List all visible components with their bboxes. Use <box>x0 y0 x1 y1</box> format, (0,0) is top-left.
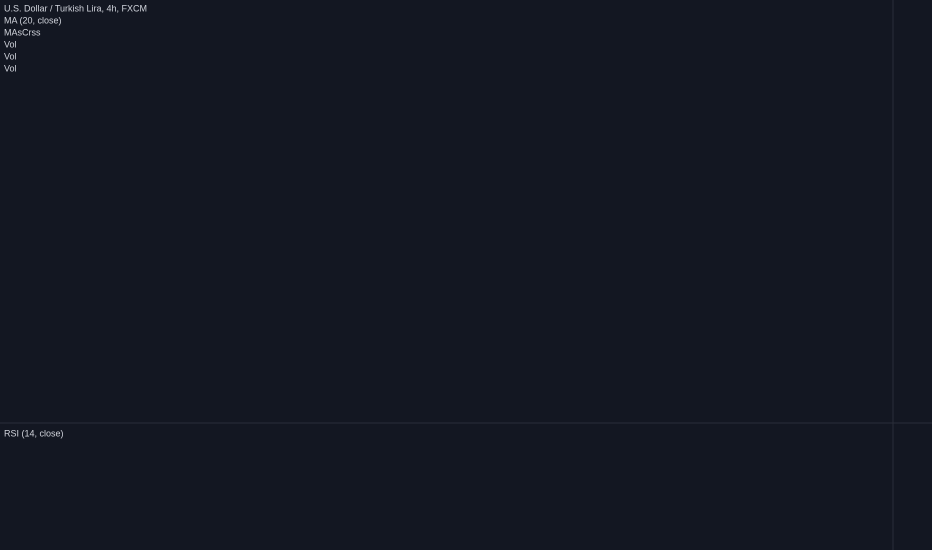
indicator: Vol <box>4 39 17 49</box>
indicator: Vol <box>4 63 17 73</box>
chart-title: U.S. Dollar / Turkish Lira, 4h, FXCM <box>4 3 147 13</box>
indicator: Vol <box>4 51 17 61</box>
indicator: MA (20, close) <box>4 15 62 25</box>
rsi-title: RSI (14, close) <box>4 428 64 438</box>
indicator: MAsCrss <box>4 27 41 37</box>
